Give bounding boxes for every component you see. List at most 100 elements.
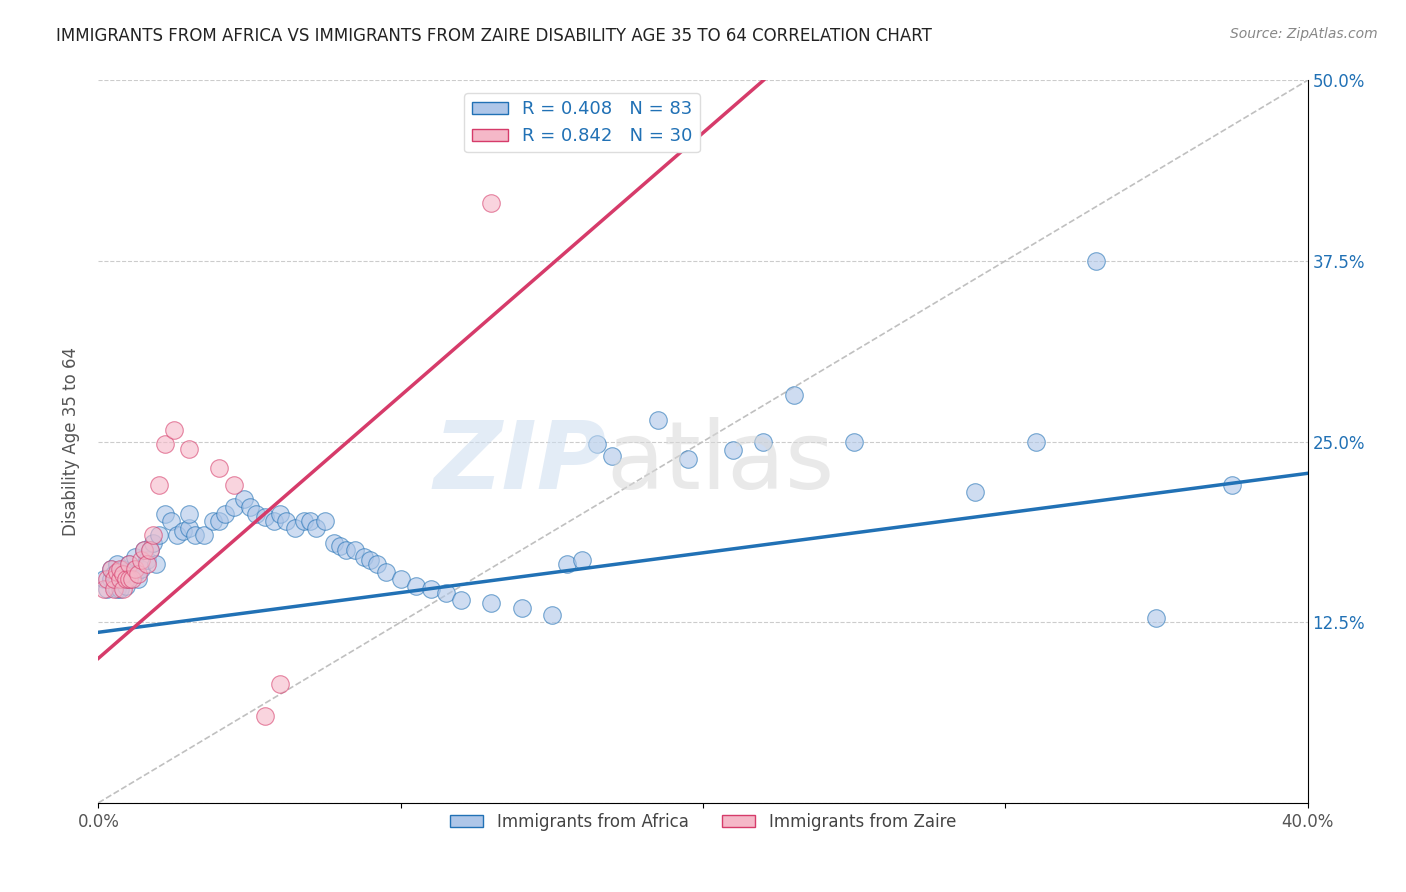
Point (93, 572, 115, 586)
Point (118, 572, 141, 586)
Point (179, 521, 201, 535)
Point (103, 567, 125, 582)
Point (118, 558, 141, 572)
Point (111, 562, 134, 576)
Point (208, 460, 231, 475)
Point (129, 562, 152, 576)
Point (179, 507, 201, 521)
Point (571, 553, 593, 567)
Point (111, 567, 134, 582)
Point (108, 582, 131, 596)
Point (305, 521, 328, 535)
Point (783, 388, 806, 402)
Point (105, 582, 128, 596)
Point (323, 535, 346, 549)
Point (103, 579, 125, 593)
Point (142, 528, 165, 542)
Point (224, 500, 246, 514)
Point (224, 478, 246, 492)
Point (389, 572, 412, 586)
Point (179, 442, 201, 456)
Point (127, 572, 149, 586)
Point (245, 507, 267, 521)
Point (214, 507, 236, 521)
Point (239, 500, 262, 514)
Point (160, 514, 183, 528)
Point (510, 600, 533, 615)
Point (676, 451, 699, 466)
Point (132, 542, 155, 557)
Point (269, 507, 291, 521)
Point (263, 514, 285, 528)
Text: Source: ZipAtlas.com: Source: ZipAtlas.com (1230, 27, 1378, 41)
Point (284, 521, 307, 535)
Point (232, 492, 254, 507)
Point (121, 565, 143, 579)
Text: atlas: atlas (606, 417, 835, 509)
Point (100, 562, 122, 576)
Point (121, 572, 143, 586)
Point (586, 437, 609, 451)
Point (299, 514, 322, 528)
Point (111, 572, 134, 586)
Point (124, 567, 146, 582)
Point (93, 582, 115, 596)
Point (163, 423, 186, 437)
Point (1144, 611, 1167, 625)
Point (100, 572, 122, 586)
Point (135, 558, 157, 572)
Point (129, 553, 152, 567)
Text: IMMIGRANTS FROM AFRICA VS IMMIGRANTS FROM ZAIRE DISABILITY AGE 35 TO 64 CORRELAT: IMMIGRANTS FROM AFRICA VS IMMIGRANTS FRO… (56, 27, 932, 45)
Point (142, 535, 165, 549)
Point (153, 437, 176, 451)
Point (132, 542, 155, 557)
Point (153, 507, 176, 521)
Point (139, 542, 162, 557)
Point (374, 565, 396, 579)
Y-axis label: Disability Age 35 to 64: Disability Age 35 to 64 (62, 347, 80, 536)
Point (135, 553, 157, 567)
Point (111, 582, 134, 596)
Point (103, 572, 125, 586)
Point (103, 582, 125, 596)
Point (405, 579, 427, 593)
Point (274, 514, 297, 528)
Point (965, 485, 987, 500)
Point (202, 514, 225, 528)
Point (139, 542, 162, 557)
Point (1220, 478, 1243, 492)
Point (172, 524, 194, 538)
Point (420, 582, 443, 596)
Point (108, 572, 131, 586)
Point (166, 528, 188, 542)
Point (450, 593, 472, 607)
Point (114, 579, 136, 593)
Point (335, 542, 357, 557)
Point (253, 509, 276, 524)
Point (105, 572, 128, 586)
Point (105, 558, 128, 572)
Point (108, 562, 131, 576)
Point (540, 607, 562, 622)
Point (105, 565, 128, 579)
Point (269, 677, 291, 691)
Point (434, 586, 457, 600)
Point (148, 478, 170, 492)
Point (193, 528, 215, 542)
Point (127, 567, 149, 582)
Point (1085, 253, 1108, 268)
Point (100, 562, 122, 576)
Point (114, 572, 136, 586)
Point (118, 558, 141, 572)
Point (253, 709, 276, 723)
Point (481, 596, 503, 610)
Point (114, 565, 136, 579)
Point (844, 434, 866, 449)
Point (1024, 434, 1046, 449)
Point (108, 567, 131, 582)
Point (360, 553, 382, 567)
Point (96, 572, 118, 586)
Point (481, 196, 503, 211)
Point (292, 514, 315, 528)
Point (96, 582, 118, 596)
